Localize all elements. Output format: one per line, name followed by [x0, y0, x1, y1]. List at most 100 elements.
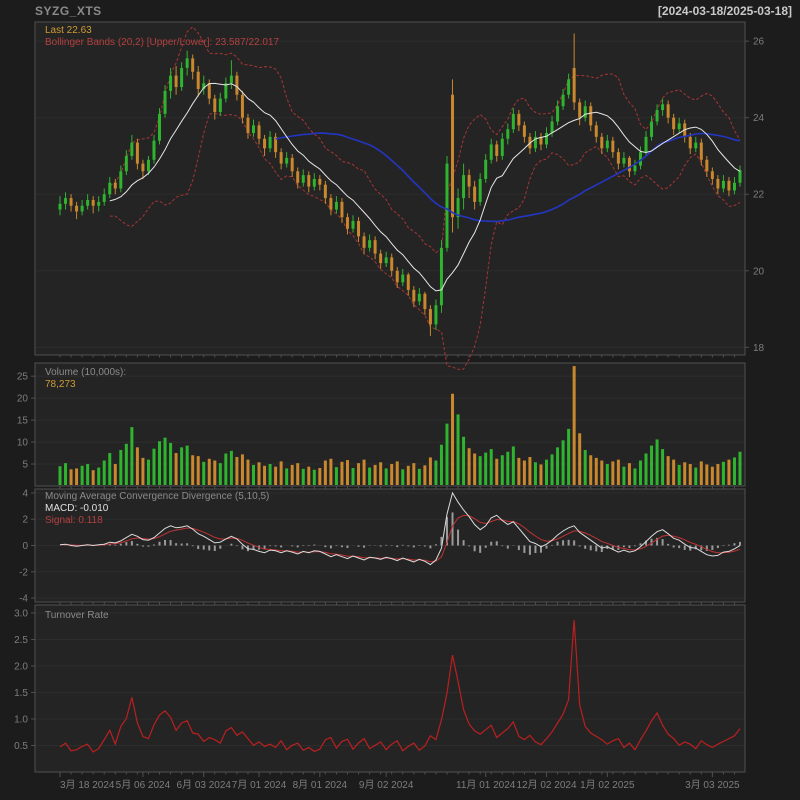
volume-bar — [113, 464, 117, 485]
candle-body — [517, 113, 521, 126]
volume-bar — [517, 457, 521, 485]
volume-bar — [406, 465, 410, 485]
volume-bar — [705, 464, 709, 485]
candle-body — [158, 113, 162, 141]
candle-body — [345, 217, 349, 229]
candle-body — [362, 236, 366, 248]
volume-bar — [158, 441, 162, 485]
y-tick-label: 1.0 — [14, 714, 28, 725]
volume-bar — [462, 436, 466, 485]
candle-body — [484, 159, 488, 179]
macd-series — [59, 491, 741, 566]
candle-body — [550, 121, 554, 133]
volume-bar — [240, 454, 244, 485]
volume-bar — [357, 463, 361, 485]
candle-body — [583, 106, 587, 118]
y-tick-label: 15 — [17, 416, 29, 427]
volume-bar — [721, 461, 725, 485]
y-tick-label: 5 — [22, 460, 28, 471]
candle-body — [390, 257, 394, 271]
volume-bar — [58, 466, 62, 485]
y-tick-label: 18 — [753, 343, 765, 354]
candle-body — [412, 289, 416, 302]
candle-body — [451, 94, 455, 218]
candle-body — [257, 125, 261, 139]
candle-body — [135, 142, 139, 164]
candle-body — [467, 175, 471, 187]
candle-body — [511, 113, 515, 130]
volume-bar — [251, 464, 255, 485]
volume-bar — [583, 449, 587, 485]
volume-bar — [627, 463, 631, 485]
volume-bar — [185, 445, 189, 485]
candle-body — [428, 309, 432, 325]
volume-bar — [434, 460, 438, 485]
candle-body — [146, 159, 150, 172]
price-plot-area[interactable] — [35, 22, 745, 355]
candle-body — [456, 198, 460, 218]
candle-body — [213, 98, 217, 112]
volume-bar — [174, 453, 178, 485]
candle-body — [627, 157, 631, 172]
y-tick-label: 26 — [753, 37, 765, 48]
y-tick-label: -2 — [19, 567, 28, 578]
candle-body — [69, 198, 73, 206]
candle-body — [180, 67, 184, 88]
volume-bar — [578, 433, 582, 485]
candle-body — [185, 58, 189, 68]
volume-bar — [506, 451, 510, 485]
candle-body — [500, 138, 504, 156]
volume-bar — [152, 448, 156, 485]
candle-body — [434, 305, 438, 325]
turnover-border — [34, 604, 746, 773]
candle-body — [329, 198, 333, 210]
volume-bar — [556, 447, 560, 485]
candle-body — [191, 58, 195, 72]
x-tick-label: 12月 02 2024 — [516, 779, 576, 791]
volume-bar — [672, 459, 676, 485]
candle-body — [218, 98, 222, 112]
candle-body — [594, 125, 598, 137]
x-tick-label: 8月 01 2024 — [293, 779, 348, 791]
y-tick-label: 2.5 — [14, 635, 28, 646]
volume-bar — [362, 459, 366, 485]
candle-body — [334, 201, 338, 210]
candle-body — [174, 75, 178, 88]
volume-bar — [80, 465, 84, 485]
candle-body — [279, 152, 283, 164]
candle-body — [290, 157, 294, 172]
volume-bar — [666, 456, 670, 485]
volume-bar — [417, 468, 421, 485]
candle-body — [169, 75, 173, 91]
volume-bar — [528, 457, 532, 485]
candle-body — [655, 110, 659, 122]
price-border — [34, 21, 746, 356]
candle-body — [251, 125, 255, 133]
candle-body — [124, 155, 128, 172]
volume-bar — [318, 467, 322, 485]
volume-bar — [473, 453, 477, 485]
volume-bar — [661, 449, 665, 485]
x-tick-label: 3月 03 2025 — [685, 779, 740, 791]
volume-bar — [589, 455, 593, 485]
volume-bar — [268, 464, 272, 485]
candle-body — [666, 104, 670, 118]
candle-body — [91, 199, 95, 206]
y-tick-label: 20 — [753, 266, 765, 277]
candle-body — [240, 94, 244, 118]
volume-bar — [108, 453, 112, 485]
candle-body — [716, 178, 720, 189]
candle-body — [473, 186, 477, 202]
volume-bar — [235, 457, 239, 485]
candle-body — [522, 125, 526, 137]
turnover-plot-area[interactable] — [35, 605, 745, 772]
volume-bar — [594, 457, 598, 485]
volume-bar — [119, 449, 123, 485]
candle-body — [589, 106, 593, 126]
volume-bar — [738, 451, 742, 485]
volume-bar — [329, 458, 333, 485]
candle-body — [611, 140, 615, 153]
volume-bar — [550, 454, 554, 485]
volume-bar — [307, 466, 311, 485]
volume-bar — [638, 460, 642, 485]
